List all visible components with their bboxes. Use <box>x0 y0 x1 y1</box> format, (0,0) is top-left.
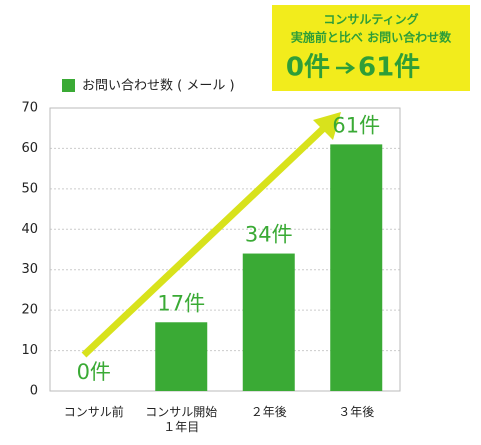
y-tick-label: 60 <box>21 141 38 156</box>
trend-arrow-head <box>313 112 341 140</box>
bar <box>242 253 295 391</box>
trend-arrow <box>81 123 329 358</box>
y-tick-label: 20 <box>21 303 38 318</box>
callout-box <box>272 5 470 91</box>
y-tick-label: 70 <box>21 101 38 116</box>
callout-line: 実施前と比べ お問い合わせ数 <box>291 30 452 45</box>
y-tick-label: 30 <box>21 262 38 277</box>
value-label: 0件 <box>77 360 111 384</box>
x-tick-label: コンサル開始 １年目 <box>145 405 218 434</box>
legend-swatch <box>62 79 75 92</box>
bar <box>330 144 383 391</box>
x-tick-label: コンサル前 <box>63 405 124 419</box>
legend-label: お問い合わせ数 ( メール ) <box>82 79 235 94</box>
callout-before: 0件 <box>286 53 330 83</box>
y-tick-label: 10 <box>21 343 38 358</box>
y-tick-label: 0 <box>30 384 38 399</box>
x-tick-label: ２年後 <box>250 405 287 419</box>
value-label: 61件 <box>332 113 380 137</box>
callout-line: コンサルティング <box>323 12 418 27</box>
x-tick-label: ３年後 <box>338 405 375 419</box>
plot-frame <box>49 107 401 392</box>
callout-after: 61件 <box>358 53 420 83</box>
y-tick-label: 50 <box>21 181 38 196</box>
callout-arrow <box>336 61 356 75</box>
y-tick-label: 40 <box>21 222 38 237</box>
value-label: 17件 <box>157 291 205 315</box>
value-label: 34件 <box>245 223 293 247</box>
bar <box>155 322 208 391</box>
